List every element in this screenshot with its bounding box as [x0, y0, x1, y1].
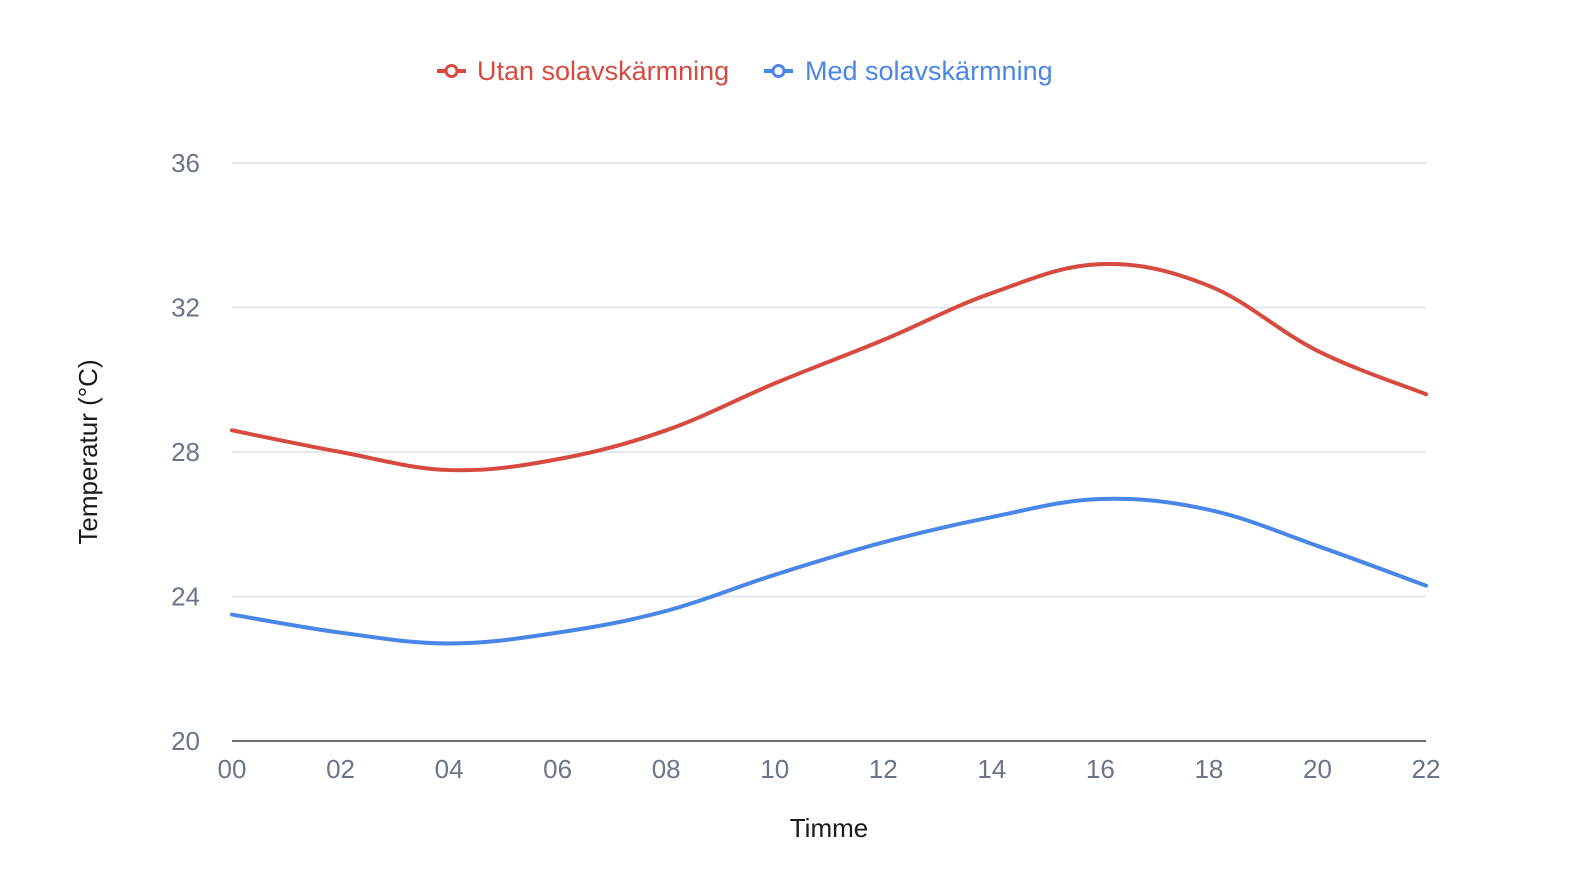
gridlines [232, 162, 1426, 598]
series-line-2[interactable] [230, 496, 1428, 646]
legend-item-1[interactable]: Utan solavskärmning [437, 56, 729, 86]
x-tick-label: 18 [1194, 754, 1223, 784]
x-tick-label: 12 [869, 754, 898, 784]
series-lines [230, 262, 1428, 646]
x-axis-ticks: 00 02 04 06 08 10 12 14 16 18 20 22 [218, 754, 1441, 784]
x-tick-label: 20 [1303, 754, 1332, 784]
x-tick-label: 10 [760, 754, 789, 784]
legend[interactable]: Utan solavskärmning Med solavskärmning [437, 56, 1053, 86]
x-tick-label: 14 [977, 754, 1006, 784]
x-tick-label: 00 [218, 754, 247, 784]
y-tick-label: 36 [171, 148, 200, 178]
x-tick-label: 04 [435, 754, 464, 784]
legend-marker-icon [771, 64, 786, 78]
series-line-1[interactable] [230, 262, 1428, 473]
legend-label: Med solavskärmning [805, 56, 1053, 86]
x-axis-title: Timme [790, 813, 868, 843]
y-axis-ticks: 20 24 28 32 36 [171, 148, 200, 756]
x-tick-label: 06 [543, 754, 572, 784]
x-tick-label: 02 [326, 754, 355, 784]
y-tick-label: 20 [171, 726, 200, 756]
y-tick-label: 24 [171, 582, 200, 612]
x-tick-label: 22 [1412, 754, 1441, 784]
y-tick-label: 32 [171, 293, 200, 323]
legend-label: Utan solavskärmning [477, 56, 729, 86]
legend-item-2[interactable]: Med solavskärmning [764, 56, 1053, 86]
y-tick-label: 28 [171, 437, 200, 467]
legend-marker-icon [444, 64, 459, 78]
x-tick-label: 16 [1086, 754, 1115, 784]
x-tick-label: 08 [652, 754, 681, 784]
y-axis-title: Temperatur (°C) [73, 359, 103, 544]
